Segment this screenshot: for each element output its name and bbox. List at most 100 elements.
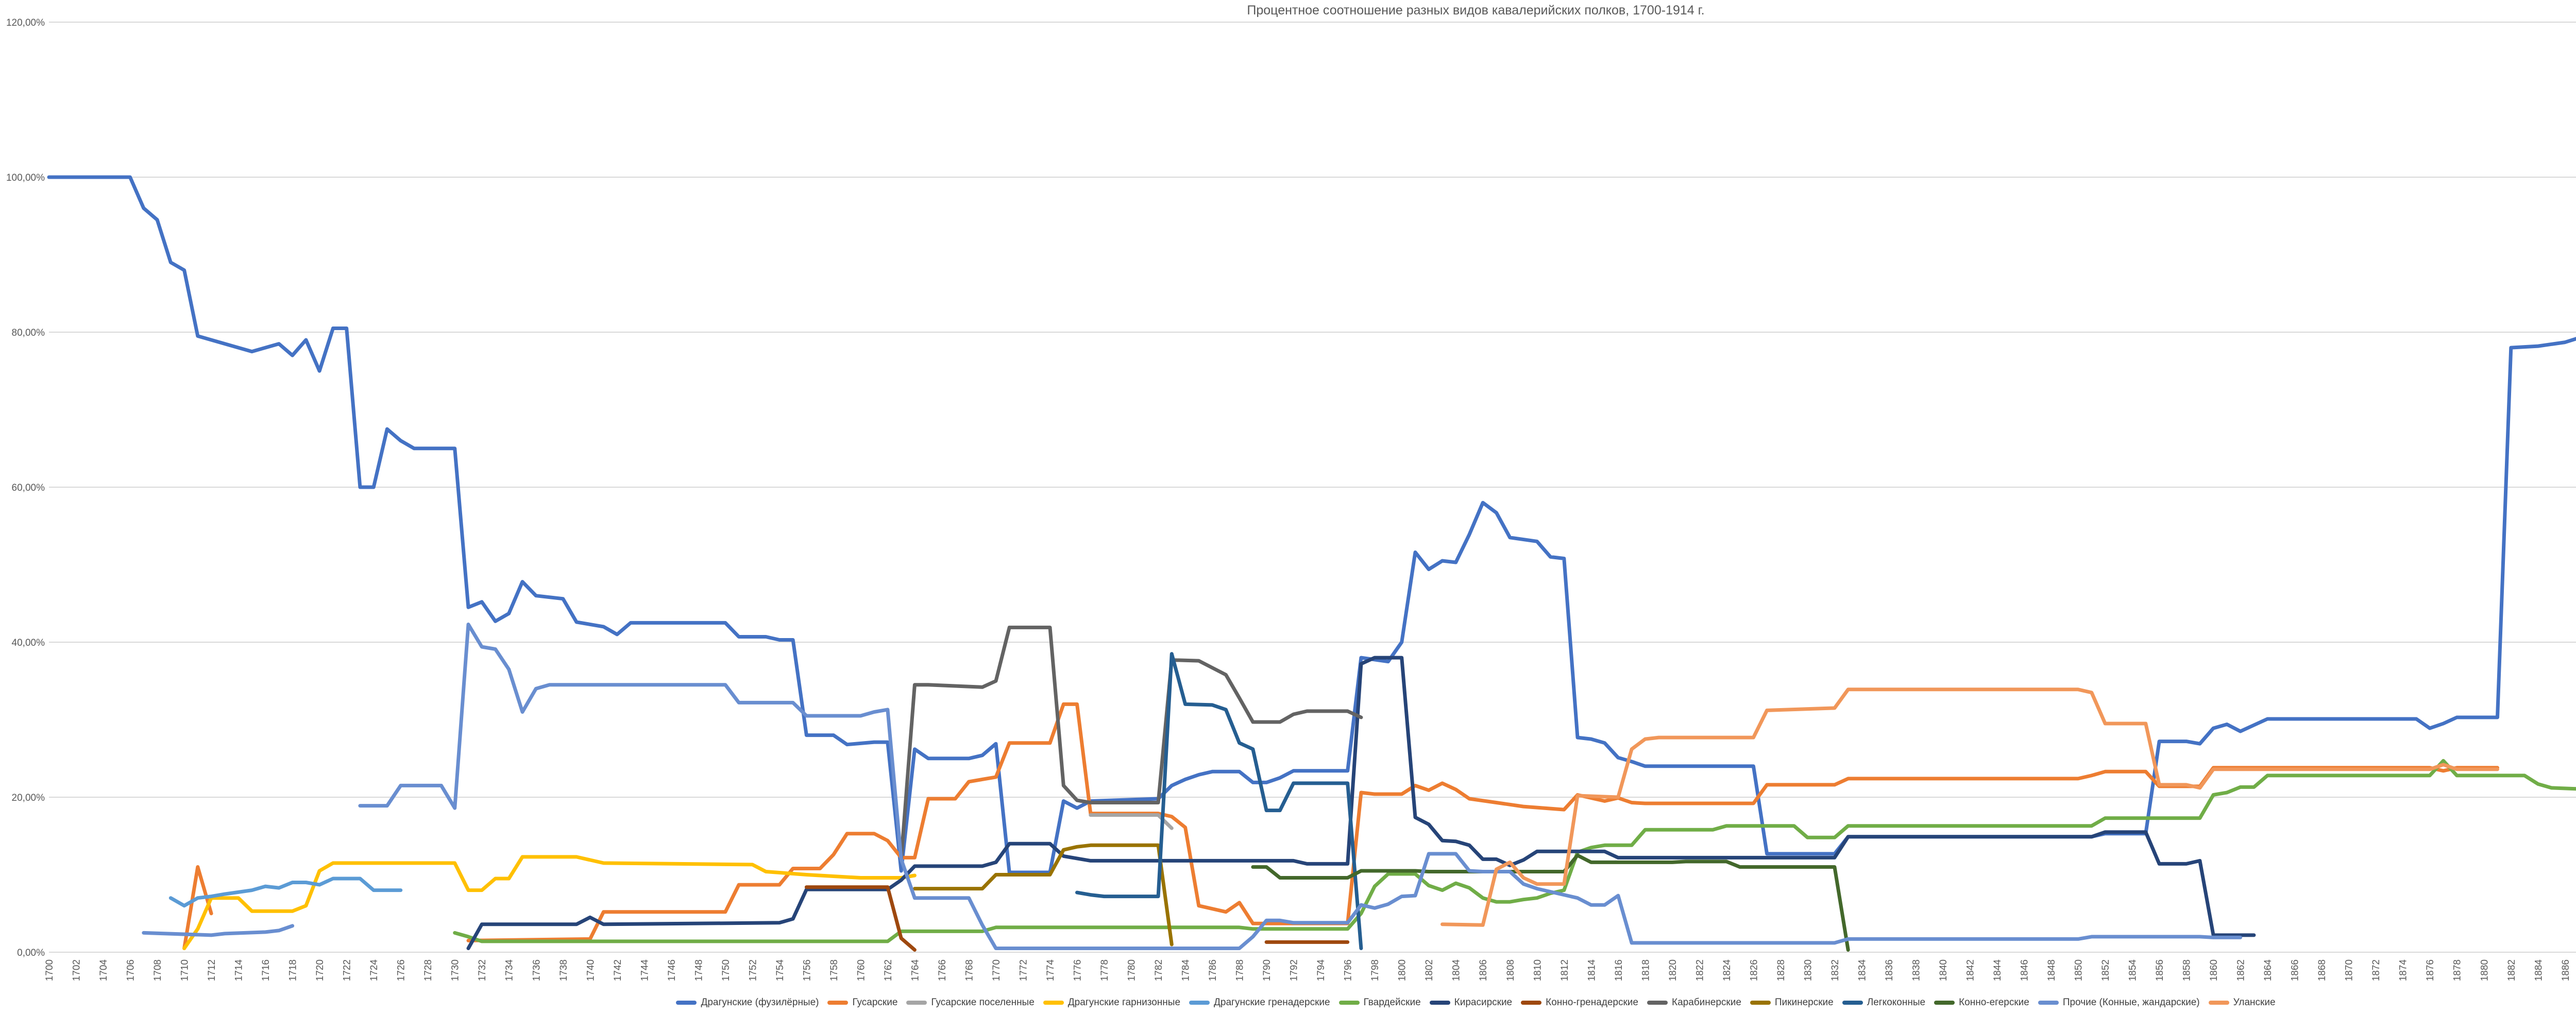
legend-label: Легкоконные: [1867, 997, 1926, 1008]
x-axis-tick-label: 1758: [829, 959, 840, 981]
legend-label: Конно-егерские: [1959, 997, 2029, 1008]
x-axis-tick-label: 1844: [1992, 959, 2003, 982]
series-line-11: [1075, 652, 1363, 950]
legend-label: Драгунские гренадерские: [1214, 997, 1330, 1008]
x-axis-tick-label: 1874: [2398, 959, 2409, 982]
series-line-14: [1440, 688, 2499, 927]
x-axis-tick-label: 1858: [2182, 959, 2193, 981]
x-axis-tick-label: 1764: [910, 959, 921, 982]
x-axis-tick-label: 1812: [1560, 959, 1570, 981]
x-axis-tick-label: 1778: [1099, 959, 1110, 981]
x-axis-tick-label: 1838: [1911, 959, 1922, 981]
x-axis-tick-label: 1794: [1316, 959, 1327, 982]
x-axis-tick-label: 1770: [991, 959, 1002, 981]
legend-item-4: Драгунские гарнизонные: [1043, 997, 1180, 1008]
y-axis-tick-label: 40,00%: [12, 638, 45, 648]
series-line-10: [912, 843, 1174, 947]
x-axis-tick-label: 1732: [477, 959, 488, 981]
legend-line-swatch: [827, 1001, 849, 1005]
legend-line-swatch: [676, 1001, 697, 1005]
legend-label: Уланские: [2233, 997, 2276, 1008]
legend-line-swatch: [1934, 1001, 1955, 1005]
legend-item-2: Гусарские: [827, 997, 897, 1008]
x-axis-tick-label: 1774: [1045, 959, 1056, 982]
legend-label: Пикинерские: [1774, 997, 1834, 1008]
x-axis-tick-label: 1880: [2479, 959, 2490, 981]
x-axis-tick-label: 1856: [2155, 959, 2165, 981]
legend-line-swatch: [2038, 1001, 2059, 1005]
legend-item-1: Драгунские (фузилёрные): [676, 997, 819, 1008]
x-axis-tick-label: 1852: [2100, 959, 2111, 981]
x-axis-tick-label: 1798: [1370, 959, 1381, 981]
legend-item-11: Легкоконные: [1842, 997, 1925, 1008]
x-axis-tick-label: 1716: [261, 959, 272, 981]
legend-item-3: Гусарские поселенные: [906, 997, 1035, 1008]
x-axis-tick-label: 1760: [856, 959, 867, 981]
series-line-4: [182, 855, 917, 950]
legend-item-9: Карабинерские: [1647, 997, 1741, 1008]
series-line-13: [358, 622, 2243, 950]
x-axis-tick-label: 1712: [207, 959, 217, 981]
x-axis-tick-label: 1806: [1478, 959, 1489, 981]
x-axis-tick-label: 1718: [288, 959, 299, 981]
x-axis-tick-label: 1802: [1424, 959, 1435, 981]
x-axis-tick-label: 1742: [613, 959, 623, 981]
x-axis-tick-label: 1788: [1235, 959, 1246, 981]
series-line-5: [168, 877, 403, 908]
legend-label: Гусарские поселенные: [931, 997, 1035, 1008]
x-axis-tick-label: 1886: [2561, 959, 2571, 981]
x-axis-tick-label: 1726: [396, 959, 407, 981]
y-axis-tick-label: 100,00%: [6, 173, 45, 183]
legend-label: Конно-гренадерские: [1546, 997, 1638, 1008]
x-axis-tick-label: 1870: [2344, 959, 2355, 981]
y-axis-tick-label: 0,00%: [17, 948, 45, 958]
x-axis-tick-label: 1784: [1181, 959, 1192, 982]
legend-line-swatch: [1338, 1001, 1360, 1005]
legend-label: Карабинерские: [1672, 997, 1741, 1008]
series-line-2: [466, 702, 2499, 942]
x-axis-tick-label: 1710: [180, 959, 191, 981]
legend-line-swatch: [906, 1001, 927, 1005]
series-line-8: [804, 885, 917, 952]
x-axis-tick-label: 1752: [748, 959, 758, 981]
y-axis-tick-label: 20,00%: [12, 793, 45, 803]
x-axis-tick-label: 1884: [2533, 959, 2544, 982]
x-axis-tick-label: 1872: [2371, 959, 2382, 981]
series-line-1: [47, 175, 2576, 874]
x-axis-tick-label: 1750: [721, 959, 732, 981]
chart-title: Процентное соотношение разных видов кава…: [1247, 3, 1705, 18]
legend-label: Гвардейские: [1363, 997, 1421, 1008]
legend-label: Кирасирские: [1454, 997, 1513, 1008]
x-axis-tick-label: 1730: [450, 959, 461, 981]
x-axis-tick-label: 1850: [2074, 959, 2084, 981]
series-line-12: [1251, 853, 1850, 952]
x-axis-tick-label: 1720: [315, 959, 326, 981]
x-axis-tick-label: 1816: [1614, 959, 1624, 981]
x-axis-tick-label: 1762: [883, 959, 894, 981]
x-axis-tick-label: 1748: [693, 959, 704, 981]
legend-line-swatch: [1189, 1001, 1210, 1005]
x-axis-tick-label: 1882: [2506, 959, 2517, 981]
x-axis-tick-label: 1840: [1938, 959, 1949, 981]
x-axis-tick-label: 1772: [1019, 959, 1029, 981]
series-line-9: [899, 625, 1363, 861]
legend-item-6: Гвардейские: [1338, 997, 1421, 1008]
legend-line-swatch: [2208, 1001, 2229, 1005]
x-axis-tick-label: 1864: [2263, 959, 2274, 982]
x-axis-tick-label: 1804: [1451, 959, 1462, 982]
legend-item-8: Конно-гренадерские: [1521, 997, 1638, 1008]
x-axis-tick-label: 1832: [1830, 959, 1841, 981]
x-axis-tick-label: 1868: [2317, 959, 2328, 981]
x-axis-tick-label: 1744: [639, 959, 650, 982]
x-axis-tick-label: 1766: [937, 959, 948, 981]
x-axis-tick-label: 1782: [1154, 959, 1164, 981]
x-axis-tick-label: 1796: [1343, 959, 1354, 981]
x-axis-tick-label: 1866: [2290, 959, 2301, 981]
x-axis-tick-label: 1746: [667, 959, 677, 981]
x-axis-tick-label: 1714: [234, 959, 245, 982]
x-axis-tick-label: 1826: [1749, 959, 1759, 981]
legend-item-13: Прочие (Конные, жандарские): [2038, 997, 2200, 1008]
legend-item-12: Конно-егерские: [1934, 997, 2029, 1008]
x-axis-tick-label: 1734: [504, 959, 515, 982]
x-axis-tick-label: 1814: [1586, 959, 1597, 982]
